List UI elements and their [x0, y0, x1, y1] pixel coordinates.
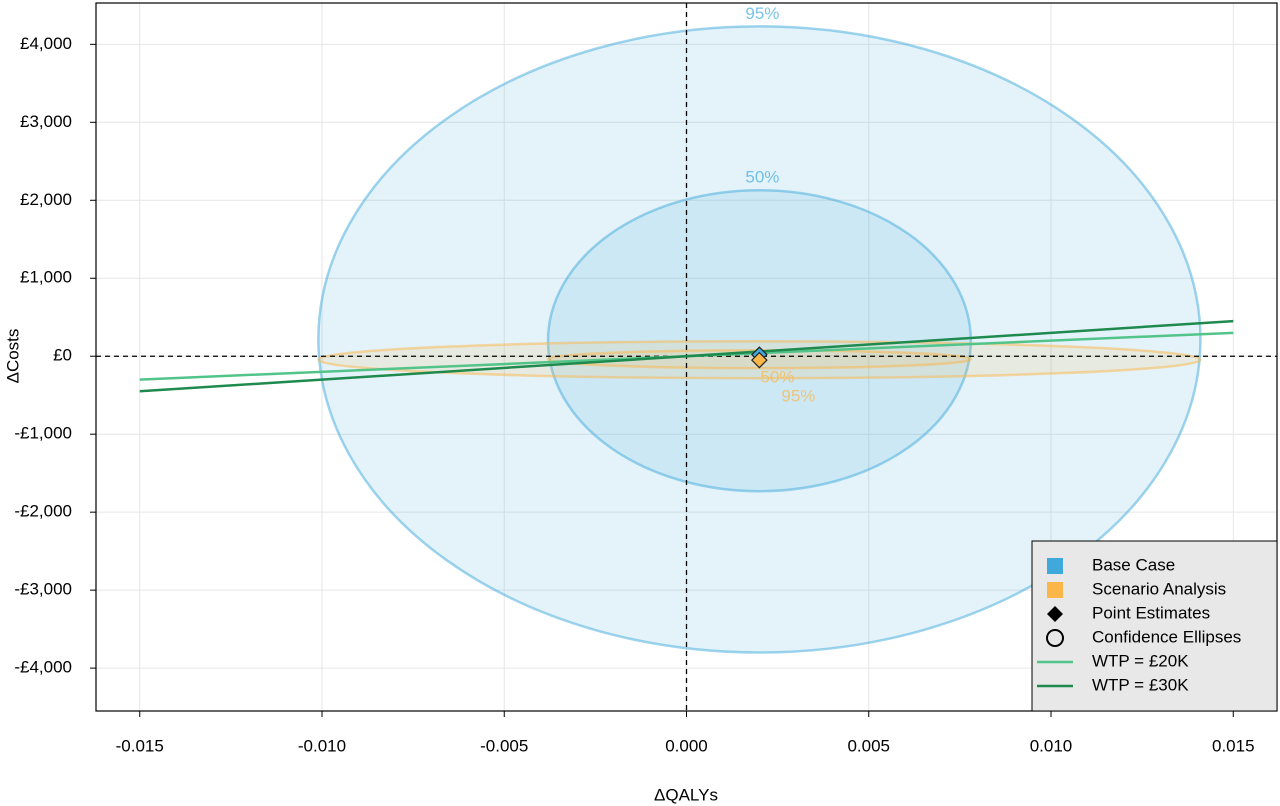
legend-label: WTP = £20K [1092, 651, 1189, 670]
x-tick-label: 0.010 [1030, 736, 1073, 755]
x-tick-label: 0.000 [665, 736, 708, 755]
y-tick-label: -£3,000 [14, 580, 72, 599]
x-tick-label: -0.015 [116, 736, 164, 755]
legend-swatch [1047, 558, 1063, 574]
ellipse-label: 50% [760, 368, 794, 387]
y-tick-label: -£2,000 [14, 502, 72, 521]
legend-label: Scenario Analysis [1092, 579, 1226, 598]
x-axis-title: ΔQALYs [654, 785, 718, 804]
y-tick-label: £3,000 [20, 112, 72, 131]
point-estimate [751, 351, 768, 369]
legend-label: WTP = £30K [1092, 675, 1189, 694]
ellipse-label: 95% [745, 4, 779, 23]
legend-swatch [1047, 582, 1063, 598]
y-tick-label: -£1,000 [14, 424, 72, 443]
legend-symbol [1046, 629, 1064, 647]
y-tick-label: £1,000 [20, 268, 72, 287]
legend-label: Point Estimates [1092, 603, 1210, 622]
ellipse-label: 50% [745, 168, 779, 187]
legend-symbol [1047, 606, 1063, 622]
ellipse-label: 95% [781, 387, 815, 406]
x-tick-label: -0.005 [480, 736, 528, 755]
x-tick-label: 0.005 [847, 736, 890, 755]
x-tick-label: 0.015 [1212, 736, 1255, 755]
wtp-line [139, 319, 1234, 393]
legend-label: Base Case [1092, 555, 1175, 574]
legend-box [1031, 540, 1278, 712]
legend-label: Confidence Ellipses [1092, 627, 1241, 646]
y-axis-title: ΔCosts [3, 329, 22, 384]
plot-frame [95, 2, 1278, 712]
x-tick-label: -0.010 [298, 736, 346, 755]
confidence-ellipse [317, 25, 1202, 654]
y-tick-label: £2,000 [20, 190, 72, 209]
y-tick-label: £0 [53, 346, 72, 365]
y-tick-label: -£4,000 [14, 658, 72, 677]
y-tick-label: £4,000 [20, 34, 72, 53]
